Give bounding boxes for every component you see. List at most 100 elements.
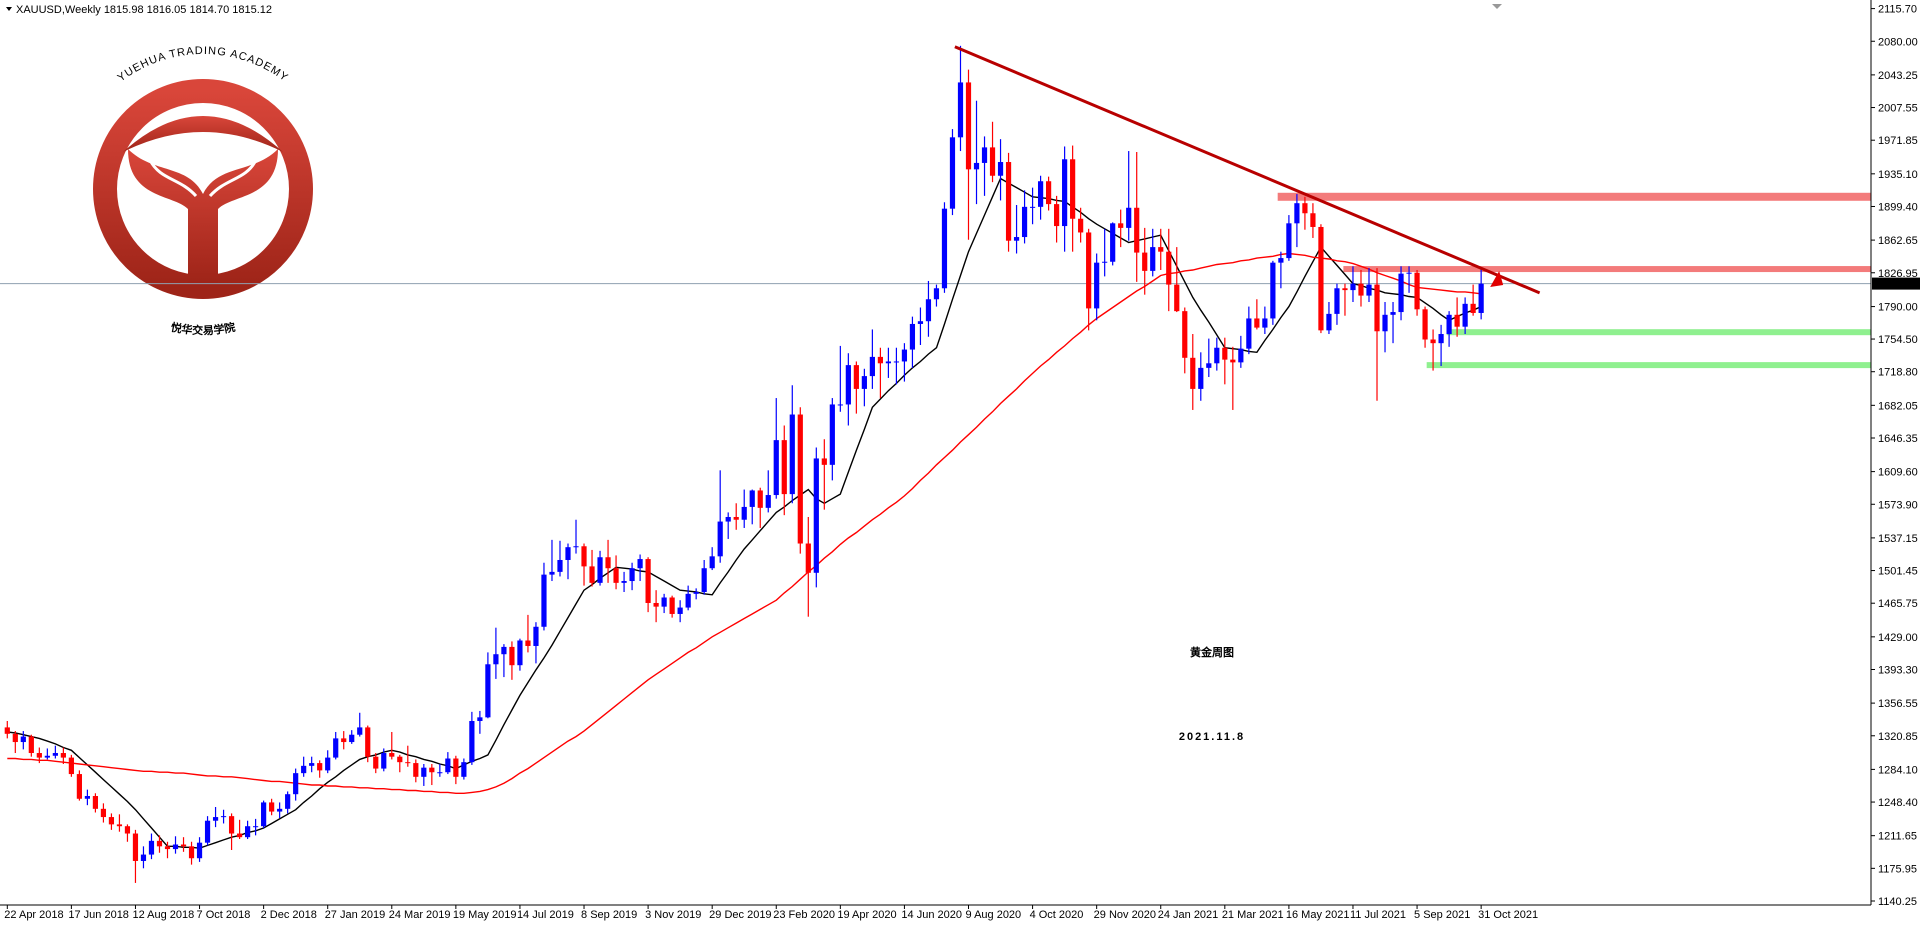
x-tick-label: 24 Jan 2021 bbox=[1158, 909, 1219, 921]
candle-body bbox=[12, 733, 18, 743]
candle-body bbox=[973, 162, 980, 170]
candle-body bbox=[1021, 206, 1028, 238]
candle-body bbox=[349, 734, 355, 743]
candle-body bbox=[621, 581, 627, 583]
candle-body bbox=[1037, 181, 1044, 207]
y-tick-label: 1971.85 bbox=[1878, 135, 1918, 147]
candle-body bbox=[212, 817, 219, 821]
logo-text-zh-path: 悦华交易学院 bbox=[170, 320, 237, 338]
candle-body bbox=[1310, 213, 1316, 227]
candle-body bbox=[261, 802, 267, 827]
candle-body bbox=[717, 521, 723, 557]
candle-body bbox=[1286, 223, 1292, 259]
candle-body bbox=[997, 162, 1004, 176]
candle-body bbox=[701, 568, 707, 593]
x-tick-label: 3 Nov 2019 bbox=[645, 909, 701, 921]
y-tick-label: 1248.40 bbox=[1878, 797, 1918, 809]
candle-body bbox=[485, 664, 491, 718]
candle-body bbox=[589, 566, 595, 583]
candle-body bbox=[1110, 223, 1116, 262]
candle-body bbox=[405, 762, 411, 764]
header-arrow bbox=[6, 7, 12, 11]
candle-body bbox=[1390, 312, 1396, 315]
candle-body bbox=[341, 738, 347, 743]
candle-body bbox=[1278, 258, 1284, 263]
y-tick-label: 1573.90 bbox=[1878, 499, 1918, 511]
y-tick-label: 1393.30 bbox=[1878, 664, 1918, 676]
candle-body bbox=[253, 826, 259, 828]
candle-body bbox=[220, 816, 227, 818]
candle-body bbox=[381, 753, 387, 769]
candle-body bbox=[493, 654, 499, 665]
candle-body bbox=[469, 721, 475, 763]
candle-body bbox=[445, 758, 451, 773]
candle-body bbox=[845, 365, 851, 405]
candle-body bbox=[853, 365, 859, 389]
candle-body bbox=[1398, 273, 1404, 313]
candle-body bbox=[1454, 314, 1460, 327]
candle-body bbox=[861, 376, 867, 389]
candle-body bbox=[605, 557, 611, 569]
y-tick-label: 2115.70 bbox=[1878, 4, 1917, 16]
y-tick-label: 1935.10 bbox=[1878, 169, 1918, 181]
candle-body bbox=[885, 361, 891, 364]
candle-body bbox=[1230, 359, 1236, 363]
x-tick-label: 17 Jun 2018 bbox=[68, 909, 129, 921]
candle-body bbox=[413, 763, 419, 777]
candle-body bbox=[389, 753, 395, 757]
x-tick-label: 2 Dec 2018 bbox=[261, 909, 317, 921]
y-tick-label: 2007.55 bbox=[1878, 103, 1918, 115]
candle-body bbox=[1150, 247, 1156, 271]
candle-body bbox=[245, 826, 251, 838]
candle-body bbox=[132, 833, 139, 861]
y-tick-label: 1754.50 bbox=[1878, 334, 1918, 346]
annotation-date: 2021.11.8 bbox=[1179, 731, 1245, 743]
candle-body bbox=[765, 495, 771, 508]
candle-body bbox=[741, 506, 747, 520]
candle-body bbox=[357, 727, 363, 735]
candle-body bbox=[1414, 272, 1420, 310]
candle-body bbox=[1206, 363, 1212, 368]
candle-body bbox=[1158, 247, 1164, 252]
candle-body bbox=[1062, 159, 1068, 227]
candle-body bbox=[1238, 348, 1244, 363]
candle-body bbox=[1318, 226, 1324, 331]
candle-body bbox=[733, 516, 739, 520]
candle-body bbox=[557, 559, 563, 572]
candle-body bbox=[773, 440, 779, 496]
candle-body bbox=[164, 846, 171, 850]
candle-body bbox=[228, 816, 235, 834]
candle-body bbox=[4, 727, 10, 734]
y-tick-label: 1465.75 bbox=[1878, 598, 1918, 610]
y-tick-label: 1140.25 bbox=[1878, 896, 1917, 908]
candle-body bbox=[941, 208, 948, 289]
y-tick-label: 1682.05 bbox=[1878, 400, 1918, 412]
x-tick-label: 12 Aug 2018 bbox=[132, 909, 194, 921]
candle-body bbox=[925, 299, 932, 322]
y-tick-label: 1356.55 bbox=[1878, 698, 1918, 710]
candle-body bbox=[453, 758, 459, 777]
candle-body bbox=[533, 626, 539, 646]
y-tick-label: 2080.00 bbox=[1878, 36, 1918, 48]
candle-body bbox=[549, 571, 555, 575]
y-tick-label: 1537.15 bbox=[1878, 533, 1918, 545]
candle-body bbox=[709, 556, 715, 569]
candle-body bbox=[965, 82, 972, 170]
candle-body bbox=[1342, 288, 1348, 291]
candle-body bbox=[1334, 288, 1340, 314]
candle-body bbox=[92, 796, 99, 809]
candle-body bbox=[1470, 303, 1476, 313]
candle-body bbox=[1102, 261, 1108, 263]
y-tick-label: 1609.60 bbox=[1878, 467, 1918, 479]
x-tick-label: 5 Sep 2021 bbox=[1414, 909, 1470, 921]
candle-body bbox=[236, 833, 243, 838]
candle-body bbox=[669, 597, 675, 614]
candle-body bbox=[757, 490, 763, 508]
candle-body bbox=[68, 757, 74, 775]
y-tick-label: 1826.95 bbox=[1878, 268, 1918, 280]
candle-body bbox=[1174, 284, 1180, 312]
level-zone bbox=[1446, 329, 1871, 336]
candle-body bbox=[269, 802, 275, 812]
candle-body bbox=[1182, 311, 1188, 358]
candle-body bbox=[437, 772, 443, 774]
